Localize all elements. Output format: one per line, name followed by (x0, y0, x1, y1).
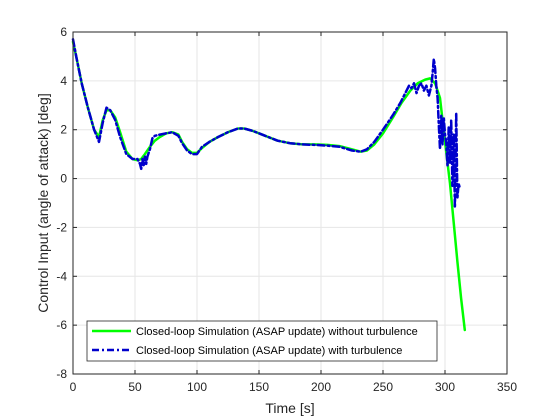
x-axis-label: Time [s] (265, 400, 314, 416)
x-tick-label: 0 (70, 380, 77, 394)
y-axis-label: Control Input (angle of attack) [deg] (35, 93, 51, 312)
x-tick-label: 350 (497, 380, 517, 394)
legend-label-without-turbulence: Closed-loop Simulation (ASAP update) wit… (136, 326, 418, 338)
ticks (72, 31, 508, 375)
tick-labels: 0 50 100 150 200 250 300 350 -8 -6 -4 -2 0 2 4 6 (56, 25, 517, 394)
y-tick-label: 2 (60, 123, 67, 137)
x-tick-label: 250 (373, 380, 393, 394)
y-tick-label: 4 (60, 74, 67, 88)
legend-box (86, 320, 438, 362)
y-tick-label: -2 (56, 220, 67, 234)
x-tick-label: 150 (249, 380, 269, 394)
x-tick-label: 300 (435, 380, 455, 394)
y-tick-label: -8 (56, 367, 67, 381)
y-tick-label: 0 (60, 172, 67, 186)
y-tick-label: -6 (56, 318, 67, 332)
plot-area (73, 32, 507, 374)
series-line-with-turbulence (71, 38, 462, 210)
x-tick-label: 100 (187, 380, 207, 394)
series-layer (71, 38, 467, 332)
legend: Closed-loop Simulation (ASAP update) wit… (86, 320, 438, 362)
x-tick-label: 200 (311, 380, 331, 394)
axes-box (72, 31, 508, 375)
legend-label-with-turbulence: Closed-loop Simulation (ASAP update) wit… (136, 345, 402, 357)
y-tick-label: 6 (60, 25, 67, 39)
x-tick-label: 50 (128, 380, 142, 394)
y-tick-label: -4 (56, 269, 67, 283)
